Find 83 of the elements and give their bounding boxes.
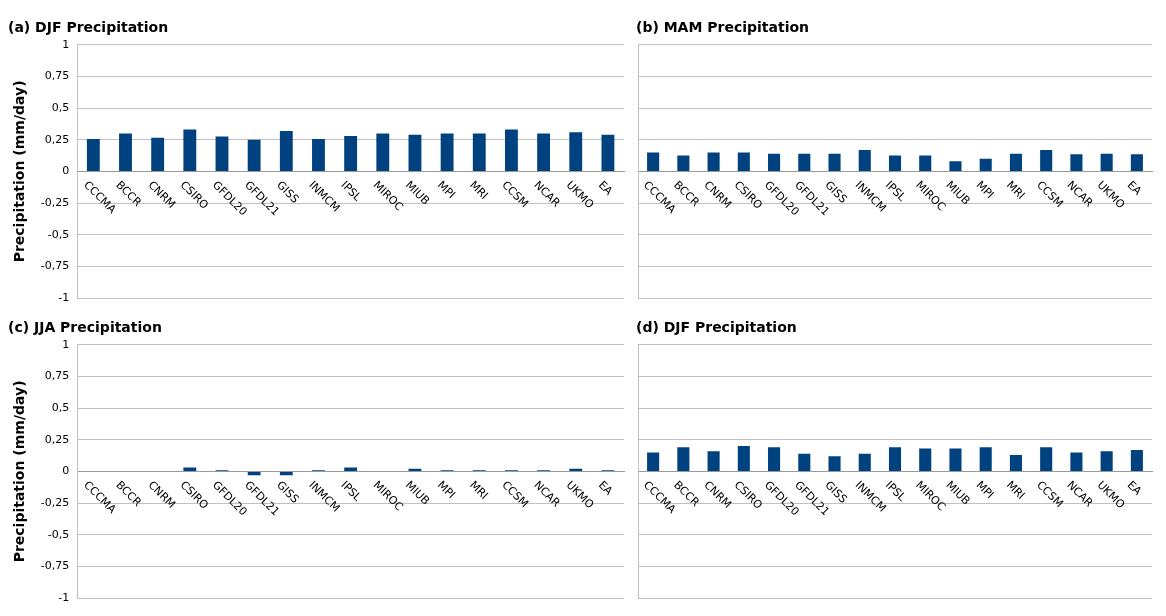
bar bbox=[1070, 452, 1083, 471]
bar bbox=[440, 133, 454, 171]
x-tick-label: EA bbox=[1124, 178, 1145, 199]
bar bbox=[677, 447, 690, 471]
chart-title: (d) DJF Precipitation bbox=[636, 319, 797, 336]
y-tick-label: -0,5 bbox=[47, 227, 70, 241]
bar bbox=[888, 155, 902, 171]
y-tick-label: -0,25 bbox=[40, 195, 70, 209]
bar bbox=[919, 448, 932, 471]
bar bbox=[376, 133, 390, 171]
bar bbox=[1009, 454, 1022, 471]
bar bbox=[1100, 153, 1113, 171]
bar bbox=[798, 453, 811, 471]
bar bbox=[647, 152, 660, 171]
bar bbox=[707, 152, 720, 171]
bar bbox=[677, 155, 690, 171]
chart-title: (b) MAM Precipitation bbox=[636, 19, 810, 36]
bar bbox=[828, 456, 841, 471]
bar bbox=[1009, 153, 1022, 171]
bar bbox=[919, 155, 932, 171]
x-tick-label: EA bbox=[595, 178, 616, 199]
y-tick-label: -1 bbox=[58, 290, 70, 304]
bar bbox=[949, 161, 962, 171]
y-tick-label: -0,75 bbox=[40, 559, 70, 573]
y-tick-label: 1 bbox=[62, 37, 70, 51]
bar bbox=[798, 153, 811, 171]
x-tick-label: MPI bbox=[973, 178, 997, 202]
bar bbox=[279, 130, 293, 171]
x-tick-label: EA bbox=[595, 478, 616, 499]
bar bbox=[86, 139, 100, 171]
x-tick-label: MPI bbox=[434, 478, 458, 502]
bar bbox=[472, 133, 486, 171]
bar bbox=[344, 135, 358, 171]
bar bbox=[312, 139, 325, 171]
bar bbox=[979, 447, 992, 471]
y-tick-label: 0,75 bbox=[44, 69, 70, 83]
bar bbox=[858, 149, 871, 171]
bar bbox=[828, 153, 841, 171]
chart-title: (c) JJA Precipitation bbox=[8, 319, 162, 336]
bar bbox=[119, 133, 132, 171]
y-tick-label: 0,5 bbox=[51, 100, 70, 114]
y-tick-label: 1 bbox=[62, 337, 70, 351]
y-tick-label: 0,75 bbox=[44, 369, 70, 383]
y-tick-label: 0,25 bbox=[44, 132, 70, 146]
bar bbox=[707, 451, 720, 471]
y-axis-title: Precipitation (mm/day) bbox=[11, 380, 28, 563]
y-tick-label: 0,25 bbox=[44, 432, 70, 446]
bar bbox=[505, 129, 518, 171]
y-tick-label: 0 bbox=[62, 464, 70, 478]
bar bbox=[151, 137, 165, 171]
bar bbox=[737, 152, 750, 171]
y-tick-label: -0,75 bbox=[40, 259, 70, 273]
bar bbox=[979, 158, 992, 171]
x-tick-label: MPI bbox=[973, 478, 997, 502]
bar bbox=[888, 447, 902, 471]
bar bbox=[537, 133, 551, 171]
y-axis-title: Precipitation (mm/day) bbox=[11, 80, 28, 263]
bar bbox=[1100, 451, 1113, 471]
bar bbox=[1040, 447, 1053, 471]
bar bbox=[768, 153, 781, 171]
chart-title: (a) DJF Precipitation bbox=[8, 19, 169, 36]
bar bbox=[1070, 154, 1083, 171]
bar bbox=[408, 134, 422, 171]
y-tick-label: -1 bbox=[58, 590, 70, 604]
y-tick-label: 0,5 bbox=[51, 400, 70, 414]
bar bbox=[183, 129, 197, 171]
bar bbox=[1130, 154, 1143, 171]
bar bbox=[1130, 449, 1143, 471]
y-tick-label: 0 bbox=[62, 164, 70, 178]
x-tick-label: EA bbox=[1124, 478, 1145, 499]
bar bbox=[949, 448, 962, 471]
bar bbox=[768, 447, 781, 471]
y-tick-label: -0,5 bbox=[47, 527, 70, 541]
bar bbox=[1040, 149, 1053, 171]
bar bbox=[737, 446, 750, 471]
bar bbox=[215, 136, 229, 171]
bar bbox=[601, 134, 615, 171]
bar bbox=[247, 139, 261, 171]
y-tick-label: -0,25 bbox=[40, 495, 70, 509]
bar bbox=[858, 453, 871, 471]
bar bbox=[647, 452, 660, 471]
bar bbox=[569, 132, 583, 171]
x-tick-label: MPI bbox=[434, 178, 458, 202]
